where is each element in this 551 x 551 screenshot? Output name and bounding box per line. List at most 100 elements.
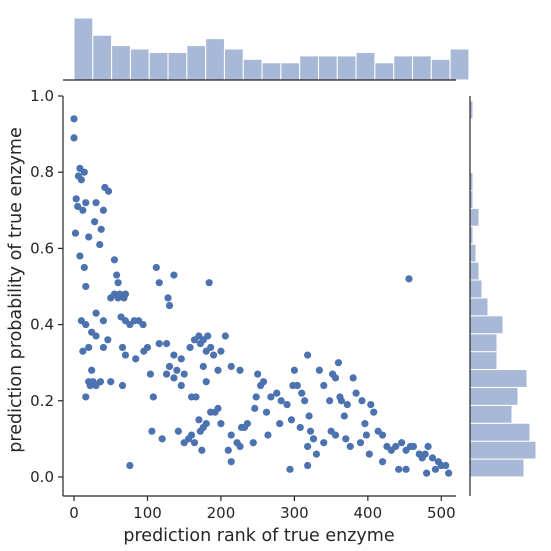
scatter-point bbox=[428, 454, 437, 462]
scatter-point bbox=[243, 420, 251, 428]
scatter-point bbox=[80, 263, 88, 272]
scatter-point bbox=[370, 408, 378, 416]
scatter-point bbox=[309, 435, 318, 443]
scatter-point bbox=[304, 442, 312, 451]
scatter-point bbox=[204, 332, 212, 340]
x-histogram-bar bbox=[430, 58, 451, 81]
x-histogram-bar bbox=[393, 55, 414, 81]
scatter-point bbox=[378, 431, 387, 439]
scatter-point bbox=[96, 378, 105, 386]
scatter-point bbox=[118, 381, 127, 390]
scatter-point bbox=[249, 439, 257, 447]
scatter-point bbox=[205, 279, 213, 287]
scatter-point bbox=[165, 301, 174, 310]
scatter-point bbox=[202, 347, 210, 355]
scatter-points bbox=[70, 115, 453, 477]
scatter-point bbox=[290, 366, 298, 374]
scatter-point bbox=[198, 446, 206, 454]
y-axis-label: prediction probability of true enzyme bbox=[6, 127, 26, 452]
scatter-point bbox=[79, 347, 87, 355]
y-histogram-bar bbox=[469, 422, 531, 442]
scatter-point bbox=[162, 370, 171, 378]
y-tick-label: 0.4 bbox=[30, 316, 54, 334]
scatter-point bbox=[162, 340, 171, 348]
scatter-point bbox=[346, 442, 354, 451]
scatter-point bbox=[85, 233, 93, 241]
scatter-point bbox=[409, 442, 417, 451]
scatter-point bbox=[315, 366, 323, 374]
scatter-point bbox=[305, 412, 313, 420]
x-histogram-bar bbox=[242, 58, 263, 81]
scatter-point bbox=[149, 393, 157, 401]
y-histogram-bar bbox=[469, 297, 489, 317]
x-histogram-bar bbox=[167, 51, 188, 81]
scatter-point bbox=[82, 320, 90, 329]
scatter-point bbox=[304, 351, 312, 359]
scatter-point bbox=[180, 439, 188, 447]
scatter-point bbox=[96, 240, 104, 249]
scatter-point bbox=[293, 381, 301, 390]
right-marginal-histogram bbox=[469, 96, 537, 496]
scatter-point bbox=[152, 263, 160, 272]
scatter-point bbox=[423, 469, 431, 477]
scatter-point bbox=[337, 397, 346, 405]
x-tick-label: 100 bbox=[133, 504, 162, 522]
scatter-point bbox=[227, 458, 235, 466]
scatter-point bbox=[88, 366, 96, 374]
scatter-point bbox=[165, 362, 174, 371]
scatter-point bbox=[276, 420, 284, 428]
scatter-point bbox=[264, 431, 272, 439]
y-histogram-bar bbox=[469, 440, 537, 460]
scatter-point bbox=[340, 412, 348, 420]
scatter-point bbox=[262, 408, 271, 416]
scatter-point bbox=[170, 374, 178, 382]
scatter-point bbox=[367, 400, 375, 409]
scatter-point bbox=[424, 442, 432, 451]
scatter-point bbox=[224, 446, 232, 454]
x-histogram-bar bbox=[223, 48, 244, 81]
scatter-point bbox=[221, 332, 229, 340]
scatter-point bbox=[99, 343, 108, 352]
y-histogram-bar bbox=[469, 333, 498, 353]
scatter-point bbox=[97, 225, 105, 233]
scatter-point bbox=[342, 435, 350, 443]
scatter-point bbox=[361, 420, 369, 428]
x-tick-label: 200 bbox=[207, 504, 236, 522]
y-tick-label: 0.2 bbox=[30, 392, 54, 410]
scatter-point bbox=[326, 397, 334, 405]
y-tick-label: 1.0 bbox=[30, 87, 54, 105]
scatter-point bbox=[214, 404, 222, 412]
scatter-point bbox=[236, 442, 244, 451]
scatter-point bbox=[70, 115, 78, 123]
scatter-point bbox=[99, 206, 108, 214]
scatter-point bbox=[358, 397, 366, 405]
y-histogram-bar bbox=[469, 315, 504, 335]
scatter-point bbox=[209, 351, 218, 359]
scatter-point bbox=[72, 195, 80, 203]
scatter-point bbox=[362, 431, 370, 439]
x-histogram-bar bbox=[111, 45, 131, 81]
scatter-point bbox=[236, 366, 244, 374]
scatter-point bbox=[320, 381, 328, 390]
y-histogram-bar bbox=[469, 458, 525, 478]
scatter-point bbox=[298, 389, 306, 397]
scatter-point bbox=[143, 343, 152, 352]
scatter-point bbox=[118, 343, 127, 352]
scatter-point bbox=[259, 378, 268, 386]
main-axes: 0 100 200 300 400 500 0.0 0.2 0.4 0.6 0.8 1.0 bbox=[30, 87, 456, 522]
y-tick-label: 0.6 bbox=[30, 239, 54, 257]
scatter-point bbox=[304, 461, 312, 470]
scatter-point bbox=[312, 450, 321, 458]
x-histogram-bar bbox=[280, 62, 301, 81]
y-tick-label: 0.0 bbox=[30, 468, 54, 486]
scatter-point bbox=[356, 439, 365, 447]
scatter-point bbox=[174, 427, 182, 435]
scatter-point bbox=[114, 279, 122, 287]
scatter-point bbox=[92, 199, 100, 207]
scatter-point bbox=[113, 271, 121, 279]
x-histogram-bar bbox=[317, 55, 338, 81]
scatter-point bbox=[82, 282, 90, 291]
scatter-point bbox=[217, 420, 225, 428]
scatter-point bbox=[331, 374, 340, 382]
scatter-point bbox=[306, 427, 315, 435]
